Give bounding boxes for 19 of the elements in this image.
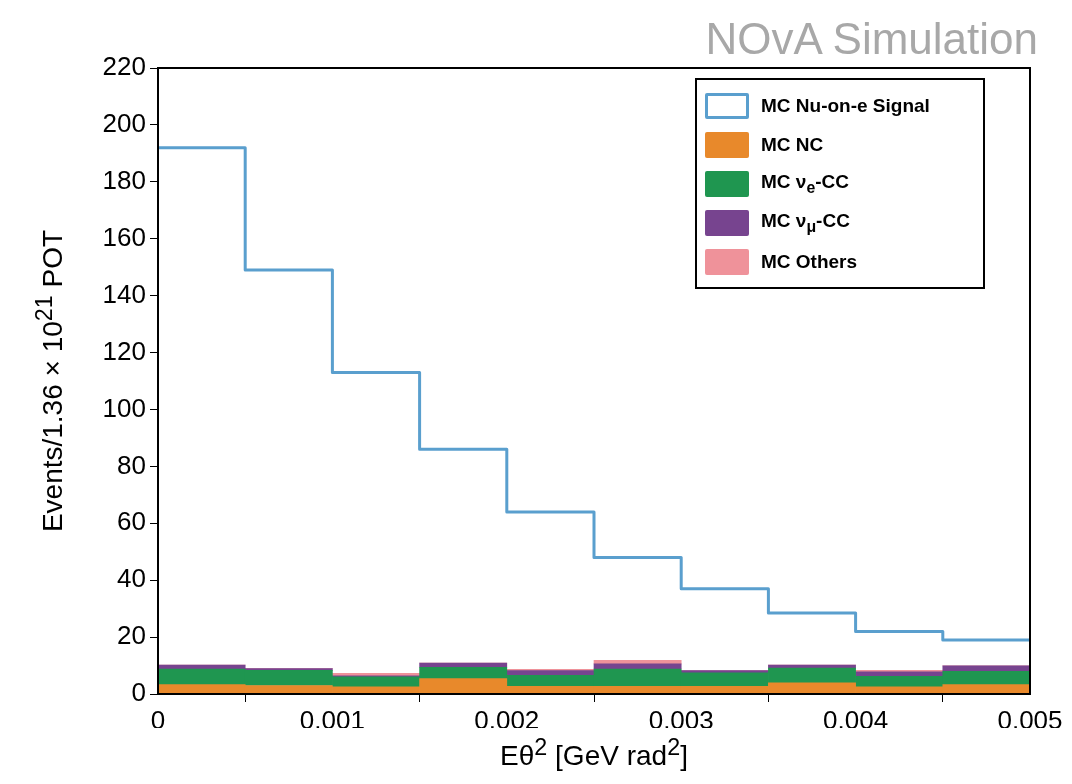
- legend-label: MC ν$_{e}$-CC: [761, 170, 849, 197]
- y-tick-label: 100: [102, 392, 146, 423]
- y-tick-label: 0: [131, 677, 146, 708]
- y-tick-label: 120: [102, 335, 146, 366]
- y-tick-label: 180: [102, 164, 146, 195]
- legend-label: MC NC: [761, 133, 824, 156]
- y-tick-label: 80: [117, 449, 146, 480]
- legend-label: MC Others: [761, 250, 858, 273]
- y-tick-label: 220: [102, 51, 146, 82]
- y-tick-label: 20: [117, 620, 146, 651]
- y-tick-label: 40: [117, 563, 146, 594]
- legend-label: MC ν$_{μ}$-CC: [761, 209, 850, 236]
- y-tick-label: 160: [102, 221, 146, 252]
- legend-label: MC Nu-on-e Signal: [761, 94, 930, 117]
- y-tick-label: 200: [102, 108, 146, 139]
- text: NOvA Simulation: [705, 14, 1038, 64]
- x-axis-title: Eθ$^{2}$ [GeV rad$^{2}$]: [500, 734, 688, 773]
- y-tick-label: 140: [102, 278, 146, 309]
- y-tick-label: 60: [117, 506, 146, 537]
